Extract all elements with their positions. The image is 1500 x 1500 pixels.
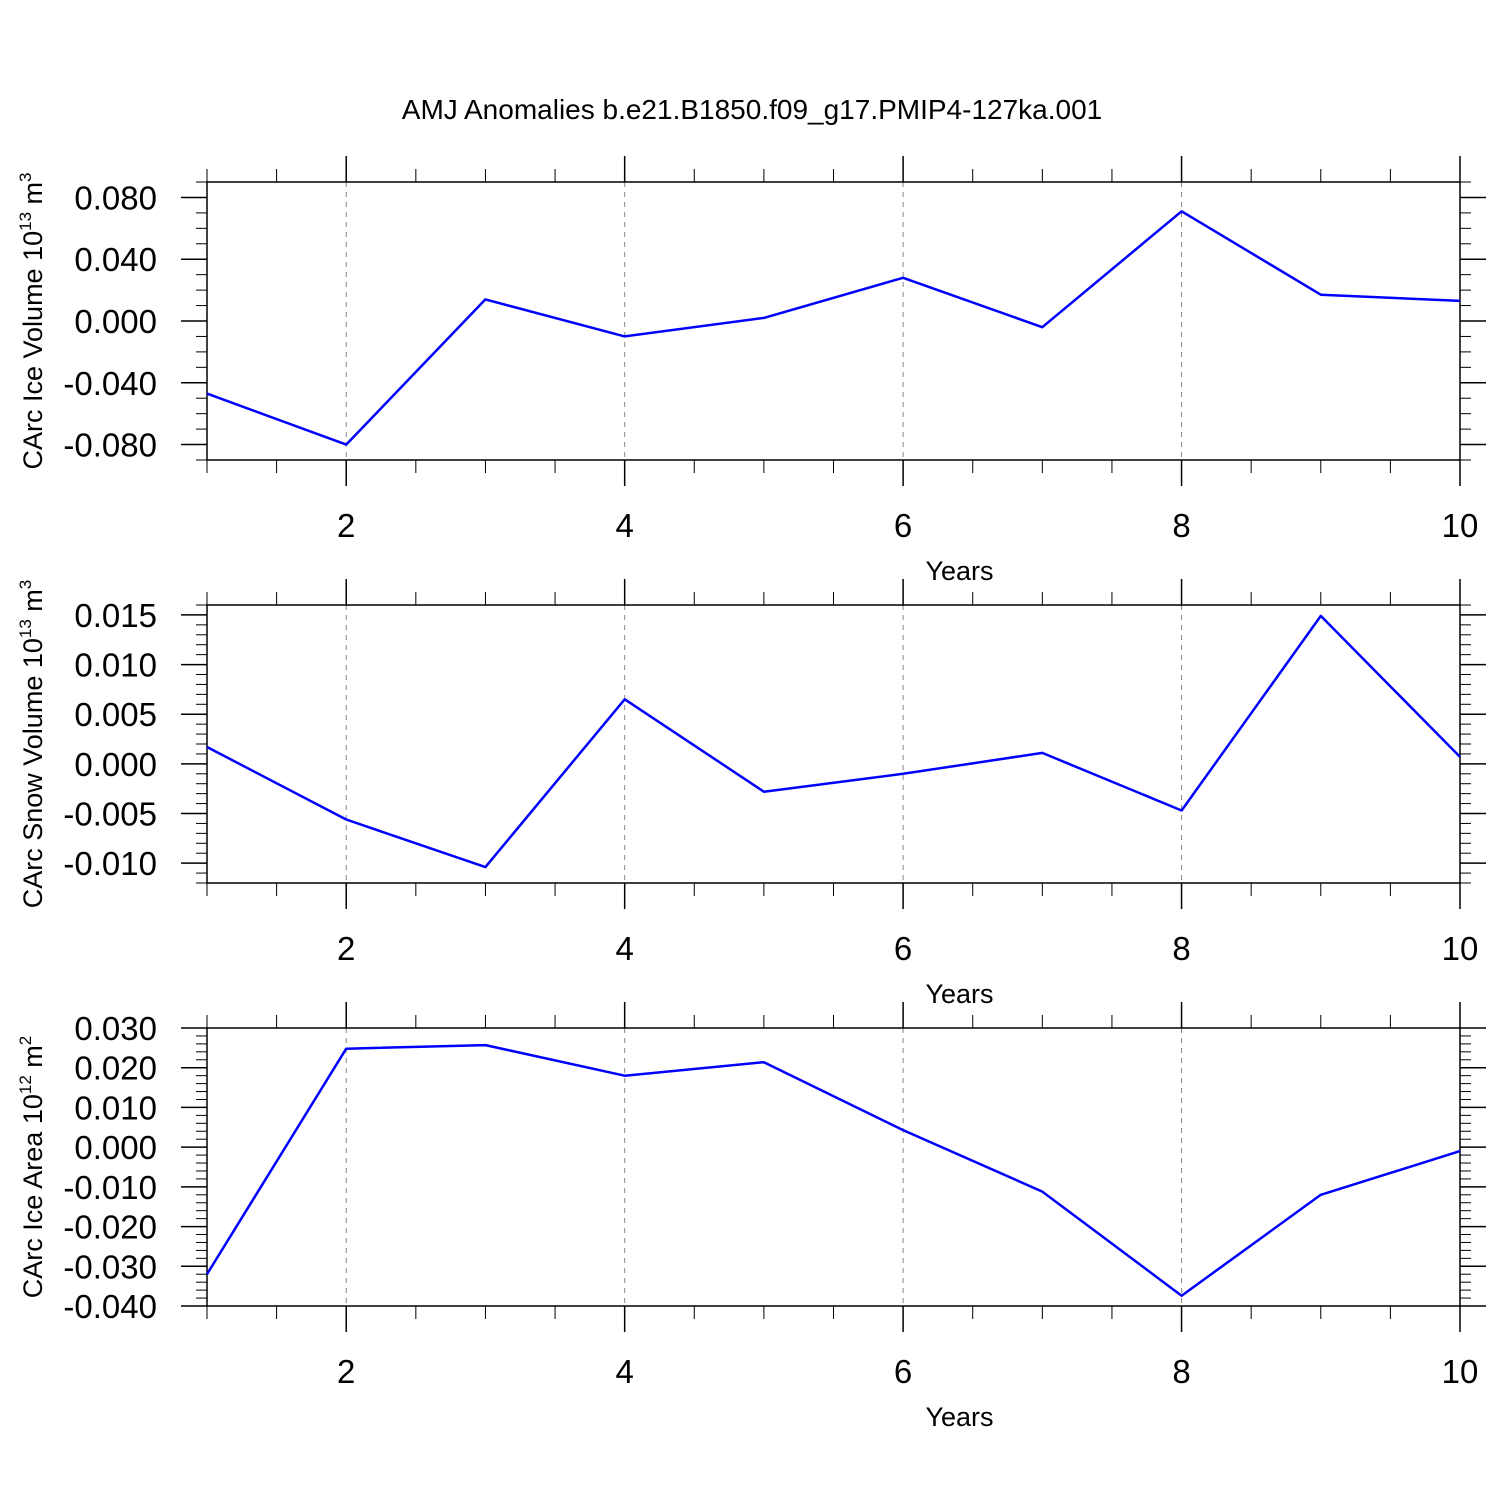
y-tick-label: -0.040 <box>63 1288 157 1325</box>
x-axis-title: Years <box>925 1402 993 1432</box>
y-tick-label: 0.080 <box>74 179 157 216</box>
y-tick-label: 0.000 <box>74 746 157 783</box>
x-tick-label: 4 <box>615 507 633 544</box>
plot-frame <box>206 604 1461 884</box>
y-tick-label: 0.010 <box>74 1089 157 1126</box>
y-tick-label: 0.030 <box>74 1010 157 1047</box>
y-axis-title: CArc Ice Area 1012 m2 <box>16 1036 48 1299</box>
x-tick-label: 4 <box>615 1353 633 1390</box>
plot-frame <box>206 1027 1461 1307</box>
y-axis-title: CArc Snow Volume 1013 m3 <box>16 580 48 909</box>
panel-3: 2 4 6 8 10 -0.040-0.030-0.020-0.0100.0000.010… <box>16 1002 1486 1432</box>
y-tick-label: 0.000 <box>74 1129 157 1166</box>
y-tick-label: -0.005 <box>63 796 157 833</box>
x-tick-label: 8 <box>1172 930 1190 967</box>
y-tick-label: 0.000 <box>74 303 157 340</box>
y-tick-label: -0.020 <box>63 1209 157 1246</box>
y-tick-label: -0.010 <box>63 1169 157 1206</box>
y-tick-label: 0.040 <box>74 241 157 278</box>
y-tick-label: -0.080 <box>63 427 157 464</box>
y-tick-label: 0.020 <box>74 1050 157 1087</box>
series-line-1 <box>205 1043 1461 1297</box>
y-tick-label: 0.010 <box>74 647 157 684</box>
x-tick-label: 8 <box>1172 507 1190 544</box>
x-tick-label: 10 <box>1442 507 1479 544</box>
y-tick-label: -0.040 <box>63 365 157 402</box>
y-tick-label: -0.010 <box>63 845 157 882</box>
series-line-1 <box>206 614 1461 869</box>
panel-2: 2 4 6 8 10 -0.010 -0.005 0.000 0.005 0.010 0.015 Ye… <box>16 579 1486 1009</box>
x-axis-title: Years <box>925 556 993 586</box>
y-axis-title: CArc Ice Volume 1013 m3 <box>16 172 48 469</box>
y-tick-label: 0.015 <box>74 597 157 634</box>
x-tick-label: 8 <box>1172 1353 1190 1390</box>
x-tick-label: 10 <box>1442 1353 1479 1390</box>
chart-title: AMJ Anomalies b.e21.B1850.f09_g17.PMIP4-… <box>402 94 1102 125</box>
x-tick-label: 4 <box>615 930 633 967</box>
x-tick-label: 2 <box>337 507 355 544</box>
x-tick-label: 2 <box>337 930 355 967</box>
series-line-1 <box>206 210 1461 446</box>
plot-frame <box>206 181 1461 461</box>
x-tick-label: 10 <box>1442 930 1479 967</box>
x-tick-label: 2 <box>337 1353 355 1390</box>
y-tick-label: -0.030 <box>63 1248 157 1285</box>
y-tick-label: 0.005 <box>74 696 157 733</box>
x-axis-title: Years <box>925 979 993 1009</box>
x-tick-label: 6 <box>894 507 912 544</box>
x-tick-label: 6 <box>894 1353 912 1390</box>
panel-1: 2 4 6 8 10 -0.080 -0.040 0.000 0.040 0.080 Years CA… <box>16 156 1486 586</box>
x-tick-label: 6 <box>894 930 912 967</box>
